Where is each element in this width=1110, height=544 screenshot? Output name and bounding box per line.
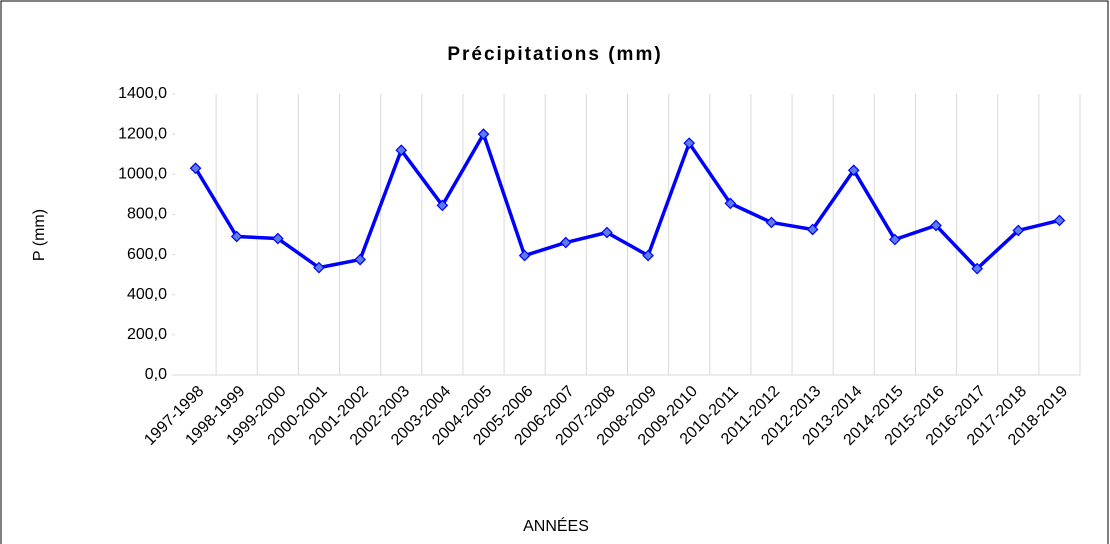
- point-marker: [683, 137, 696, 150]
- point-marker: [930, 219, 942, 232]
- point-marker: [806, 223, 819, 236]
- point-marker: [189, 162, 202, 175]
- point-marker: [477, 128, 490, 140]
- chart-title: Précipitations (mm): [447, 44, 662, 65]
- point-marker: [271, 232, 284, 245]
- point-marker: [354, 253, 366, 266]
- point-marker: [559, 236, 572, 249]
- point-marker: [889, 233, 901, 246]
- y-tick-label: 800,0: [127, 206, 167, 223]
- point-marker: [642, 249, 654, 262]
- point-marker: [1053, 214, 1066, 227]
- point-marker: [518, 249, 531, 262]
- y-tick-label: 200,0: [127, 326, 167, 343]
- y-tick-label: 600,0: [127, 246, 167, 263]
- y-tick-label: 1400,0: [118, 85, 167, 102]
- line-series: [194, 132, 1060, 271]
- x-axis-title: ANNÉES: [523, 516, 589, 535]
- y-tick-label: 0,0: [145, 366, 167, 383]
- point-marker: [313, 261, 325, 274]
- y-tick-label: 1200,0: [118, 125, 167, 142]
- point-marker: [601, 226, 613, 239]
- point-marker: [395, 144, 408, 157]
- y-tick-label: 1000,0: [118, 166, 167, 183]
- point-marker: [436, 199, 449, 212]
- point-marker: [1012, 224, 1025, 237]
- point-marker: [847, 164, 860, 177]
- y-axis-title: P (mm): [31, 209, 48, 261]
- point-marker: [230, 230, 243, 243]
- point-marker: [971, 262, 984, 275]
- point-marker: [765, 216, 778, 229]
- y-tick-label: 400,0: [127, 286, 167, 303]
- point-marker: [724, 197, 737, 210]
